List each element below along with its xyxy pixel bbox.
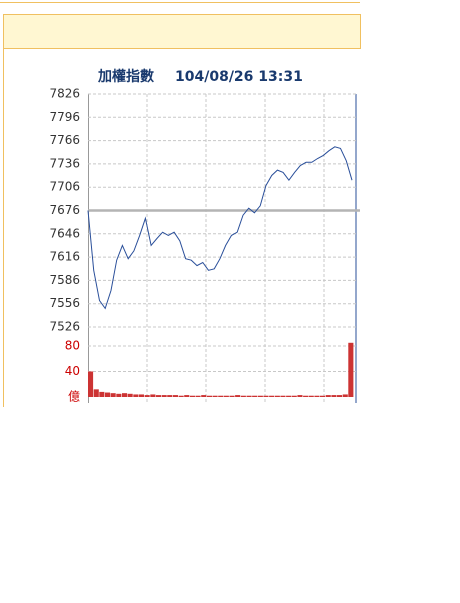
volume-bar <box>263 395 269 397</box>
y-tick-label: 7826 <box>49 87 80 101</box>
volume-bar <box>116 393 122 397</box>
volume-bar <box>150 394 156 397</box>
volume-bar <box>246 395 252 397</box>
y-tick-label: 7616 <box>49 250 80 264</box>
volume-bar <box>195 395 201 397</box>
price-line <box>87 146 353 310</box>
vertical-grid <box>146 94 325 403</box>
volume-bar <box>308 395 314 397</box>
volume-bar <box>212 395 218 397</box>
volume-bar <box>105 392 111 397</box>
volume-bar <box>314 395 320 397</box>
volume-bar <box>161 395 167 397</box>
volume-bar <box>229 395 235 397</box>
volume-bar <box>348 342 354 397</box>
volume-bar <box>122 393 128 397</box>
volume-bar <box>178 395 184 397</box>
volume-bar <box>303 395 309 397</box>
y-tick-label: 7706 <box>49 180 80 194</box>
volume-bar <box>172 395 178 397</box>
volume-bar <box>127 393 133 397</box>
y-tick-label: 7766 <box>49 133 80 147</box>
chart-time: 104/08/26 13:31 <box>175 69 303 85</box>
volume-bar <box>325 395 331 397</box>
y-tick-label: 7586 <box>49 273 80 287</box>
y-tick-label: 7646 <box>49 226 80 240</box>
volume-bar <box>133 394 139 397</box>
volume-bar <box>88 371 94 397</box>
volume-bar <box>93 389 99 397</box>
volume-bar <box>189 395 195 397</box>
volume-bar <box>235 395 241 397</box>
volume-bar <box>342 394 348 397</box>
volume-bar <box>167 395 173 397</box>
volume-bar <box>206 395 212 397</box>
volume-bar <box>144 395 150 397</box>
volume-bar <box>257 395 263 397</box>
volume-bar <box>218 395 224 397</box>
volume-bar <box>155 395 161 397</box>
volume-bar <box>291 395 297 397</box>
volume-bar <box>320 395 326 397</box>
volume-bar <box>201 395 207 397</box>
volume-bar <box>252 395 258 397</box>
chart-title: 加權指數 <box>97 68 154 85</box>
y-tick-label: 億 <box>68 390 80 404</box>
y-tick-label: 40 <box>65 364 80 378</box>
volume-bar <box>331 395 337 397</box>
y-tick-label: 7556 <box>49 296 80 310</box>
volume-bar <box>269 395 275 397</box>
volume-bar <box>184 395 190 397</box>
y-tick-label: 7526 <box>49 320 80 334</box>
volume-bar <box>240 395 246 397</box>
volume-bar <box>99 391 105 397</box>
volume-bar <box>274 395 280 397</box>
y-tick-label: 7796 <box>49 110 80 124</box>
y-tick-label: 7736 <box>49 156 80 170</box>
volume-bar <box>110 393 116 397</box>
y-tick-label: 7676 <box>49 203 80 217</box>
volume-bar <box>138 394 144 397</box>
header-bar <box>3 14 361 49</box>
volume-bar <box>223 395 229 397</box>
volume-bar <box>337 395 343 397</box>
volume-bar <box>280 395 286 397</box>
y-tick-label: 80 <box>65 338 80 352</box>
volume-bar <box>297 395 303 397</box>
volume-bar <box>286 395 292 397</box>
